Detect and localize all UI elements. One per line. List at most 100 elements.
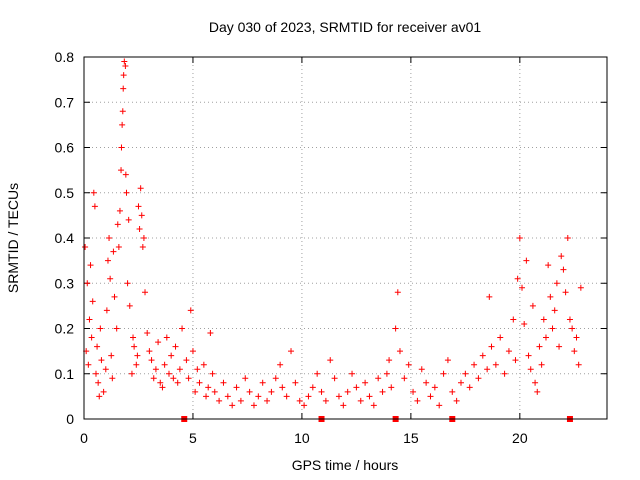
data-point (556, 343, 563, 350)
data-point (575, 361, 582, 368)
data-point (118, 144, 125, 151)
data-point (553, 280, 560, 287)
data-point (264, 397, 271, 404)
data-point (571, 348, 578, 355)
data-point (148, 357, 155, 364)
data-point (527, 366, 534, 373)
data-point (353, 384, 360, 391)
data-point (207, 330, 214, 337)
chart-title: Day 030 of 2023, SRMTID for receiver av0… (209, 19, 482, 35)
data-point (279, 384, 286, 391)
data-point (157, 379, 164, 386)
data-point (159, 384, 166, 391)
data-point (431, 384, 438, 391)
data-point (375, 375, 382, 382)
data-point (121, 58, 128, 65)
data-point (176, 366, 183, 373)
data-point (549, 325, 556, 332)
data-point (108, 352, 115, 359)
data-point (122, 171, 129, 178)
y-tick-label: 0.5 (55, 185, 75, 201)
data-point (125, 216, 132, 223)
data-point (414, 397, 421, 404)
data-point (532, 379, 539, 386)
data-points (82, 58, 584, 409)
data-point (89, 298, 96, 305)
data-point (97, 325, 104, 332)
data-point (189, 348, 196, 355)
data-point (109, 375, 116, 382)
data-point (255, 393, 262, 400)
data-point (174, 379, 181, 386)
x-tick-label: 15 (403, 430, 419, 446)
data-point (314, 370, 321, 377)
x-tick-label: 5 (189, 430, 197, 446)
data-point (444, 357, 451, 364)
data-point (88, 334, 95, 341)
data-point (161, 361, 168, 368)
data-point (165, 370, 172, 377)
data-point (146, 348, 153, 355)
data-point (209, 370, 216, 377)
data-point (327, 357, 334, 364)
data-point (92, 370, 99, 377)
data-point (185, 375, 192, 382)
data-point (366, 393, 373, 400)
data-point (130, 334, 137, 341)
data-point (150, 375, 157, 382)
y-tick-label: 0.8 (55, 49, 75, 65)
data-point (140, 235, 147, 241)
y-tick-label: 0.6 (55, 140, 75, 156)
data-point (268, 388, 275, 395)
data-point (370, 402, 377, 409)
data-point (163, 334, 170, 341)
x-tick-label: 0 (80, 430, 88, 446)
data-point (124, 280, 131, 287)
plot-frame (83, 56, 608, 420)
data-point (475, 375, 482, 382)
data-point (396, 348, 403, 355)
data-point (386, 357, 393, 364)
data-point (344, 388, 351, 395)
data-point (564, 235, 571, 241)
data-point (87, 262, 94, 269)
data-point (301, 402, 308, 409)
data-point (203, 393, 210, 400)
data-point (340, 402, 347, 409)
data-point (322, 397, 329, 404)
data-point (536, 343, 543, 350)
data-point (102, 366, 109, 373)
data-point (128, 370, 135, 377)
data-point (514, 275, 521, 282)
data-point (216, 397, 223, 404)
data-point (90, 189, 97, 196)
data-point (318, 388, 325, 395)
data-point (120, 85, 127, 92)
data-point (233, 384, 240, 391)
data-point (200, 361, 207, 368)
data-point (516, 235, 523, 241)
data-point (134, 352, 141, 359)
data-point (392, 325, 399, 332)
data-point (205, 384, 212, 391)
data-point (283, 393, 290, 400)
data-point (91, 203, 98, 210)
data-point (122, 63, 129, 70)
data-point (114, 221, 121, 228)
data-point (497, 334, 504, 341)
data-point (388, 384, 395, 391)
data-point (250, 402, 257, 409)
data-point (94, 343, 101, 350)
data-point (488, 343, 495, 350)
data-point (277, 361, 284, 368)
data-point (187, 307, 194, 314)
data-point (172, 343, 179, 350)
data-point (292, 379, 299, 386)
data-point (484, 366, 491, 373)
data-point (137, 185, 144, 192)
data-point (96, 393, 103, 400)
data-point (534, 388, 541, 395)
data-point (305, 393, 312, 400)
data-point (547, 293, 554, 300)
data-point (259, 379, 266, 386)
